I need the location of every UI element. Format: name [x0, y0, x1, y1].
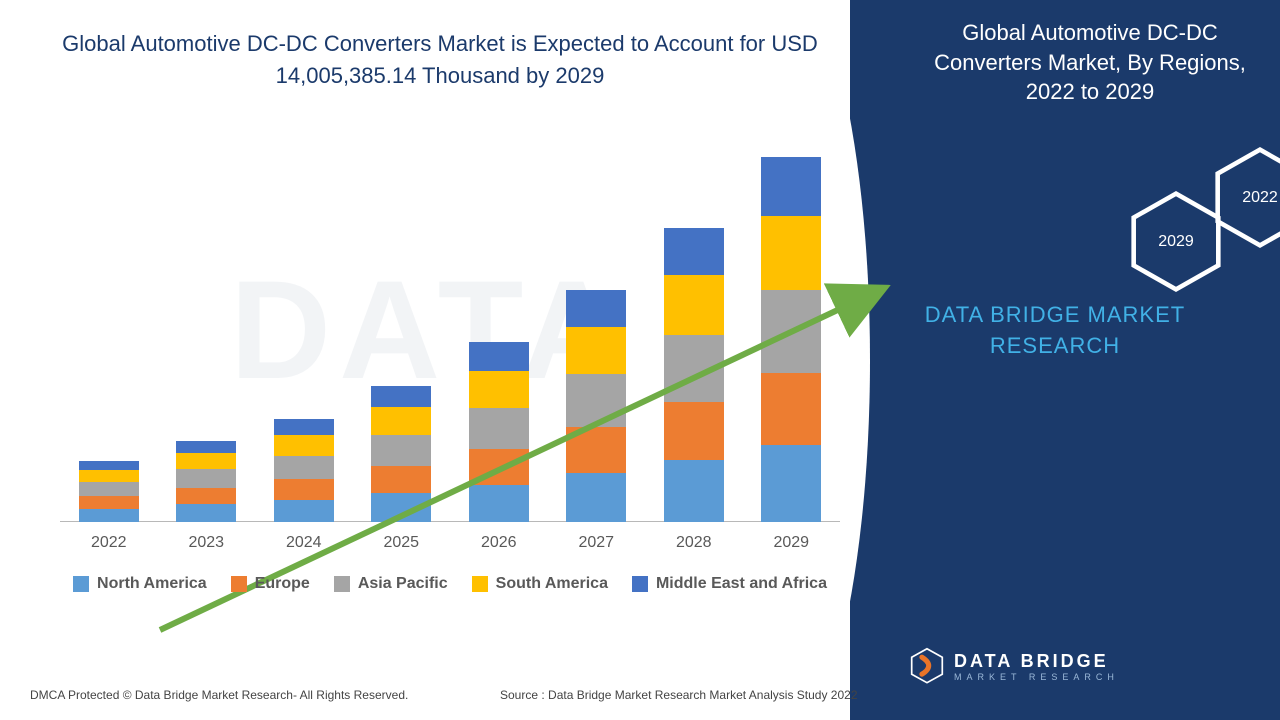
bar-segment [274, 479, 334, 500]
x-axis-label: 2025 [371, 534, 431, 552]
hex-2029-label: 2029 [1158, 233, 1194, 251]
x-axis-label: 2028 [664, 534, 724, 552]
stacked-bar-chart: 2022 2023 2024 2025 2026 2027 2028 2029 [60, 130, 840, 560]
hex-2029: 2029 [1130, 190, 1222, 294]
bar-segment [664, 402, 724, 460]
legend-item: Europe [231, 575, 310, 593]
bar-segment [566, 427, 626, 473]
bar-2027 [566, 290, 626, 522]
bar-2026 [469, 342, 529, 522]
bar-2025 [371, 386, 431, 522]
legend-label: Middle East and Africa [656, 575, 827, 593]
bar-segment [79, 509, 139, 522]
brand-logo-text: DATA BRIDGE MARKET RESEARCH [954, 651, 1119, 682]
bar-segment [176, 488, 236, 505]
x-axis-label: 2024 [274, 534, 334, 552]
bar-segment [79, 470, 139, 482]
legend-swatch [334, 576, 350, 592]
legend-swatch [472, 576, 488, 592]
bar-segment [274, 500, 334, 522]
legend-swatch [73, 576, 89, 592]
bar-segment [469, 449, 529, 485]
legend-label: North America [97, 575, 207, 593]
bar-segment [761, 216, 821, 290]
brand-logo-icon [910, 647, 944, 685]
x-axis-labels: 2022 2023 2024 2025 2026 2027 2028 2029 [60, 534, 840, 552]
bar-2023 [176, 441, 236, 522]
bar-2024 [274, 419, 334, 522]
bar-segment [761, 290, 821, 373]
bar-segment [274, 456, 334, 480]
bar-segment [371, 386, 431, 407]
legend-item: South America [472, 575, 608, 593]
x-axis-label: 2023 [176, 534, 236, 552]
bar-segment [371, 466, 431, 494]
legend-label: South America [496, 575, 608, 593]
chart-bars [60, 152, 840, 522]
bar-segment [469, 485, 529, 522]
bar-segment [566, 327, 626, 374]
bar-segment [566, 374, 626, 427]
legend-label: Asia Pacific [358, 575, 448, 593]
x-axis-label: 2029 [761, 534, 821, 552]
bar-segment [469, 408, 529, 449]
brand-logo: DATA BRIDGE MARKET RESEARCH [910, 642, 1210, 690]
bar-segment [469, 342, 529, 371]
bar-segment [664, 275, 724, 335]
bar-2029 [761, 157, 821, 522]
bar-segment [79, 482, 139, 496]
bar-segment [79, 461, 139, 469]
x-axis-label: 2026 [469, 534, 529, 552]
bar-segment [176, 504, 236, 522]
bar-segment [664, 228, 724, 275]
bar-segment [371, 493, 431, 522]
bar-segment [371, 435, 431, 466]
bar-segment [761, 445, 821, 522]
bar-segment [274, 419, 334, 434]
x-axis-label: 2027 [566, 534, 626, 552]
legend-label: Europe [255, 575, 310, 593]
bar-segment [664, 335, 724, 402]
legend-item: North America [73, 575, 207, 593]
bar-segment [761, 157, 821, 216]
bar-segment [566, 473, 626, 522]
bar-segment [176, 453, 236, 469]
legend-swatch [231, 576, 247, 592]
right-panel: Global Automotive DC-DC Converters Marke… [850, 0, 1280, 720]
bar-segment [176, 441, 236, 453]
bar-2022 [79, 461, 139, 522]
bar-2028 [664, 228, 724, 522]
legend-item: Middle East and Africa [632, 575, 827, 593]
legend-item: Asia Pacific [334, 575, 448, 593]
bar-segment [371, 407, 431, 435]
bar-segment [566, 290, 626, 327]
bar-segment [469, 371, 529, 408]
x-axis-label: 2022 [79, 534, 139, 552]
hex-2022: 2022 [1214, 146, 1280, 250]
legend-swatch [632, 576, 648, 592]
bar-segment [664, 460, 724, 522]
bar-segment [274, 435, 334, 456]
panel-title: Global Automotive DC-DC Converters Marke… [910, 18, 1270, 107]
bar-segment [79, 496, 139, 509]
bar-segment [176, 469, 236, 488]
footer-dmca: DMCA Protected © Data Bridge Market Rese… [30, 688, 408, 702]
panel-brand-text: DATA BRIDGE MARKET RESEARCH [890, 300, 1220, 362]
hex-2022-label: 2022 [1242, 189, 1278, 207]
chart-title: Global Automotive DC-DC Converters Marke… [60, 28, 820, 92]
bar-segment [761, 373, 821, 444]
chart-legend: North America Europe Asia Pacific South Ame… [60, 575, 840, 593]
footer-source: Source : Data Bridge Market Research Mar… [500, 688, 858, 702]
